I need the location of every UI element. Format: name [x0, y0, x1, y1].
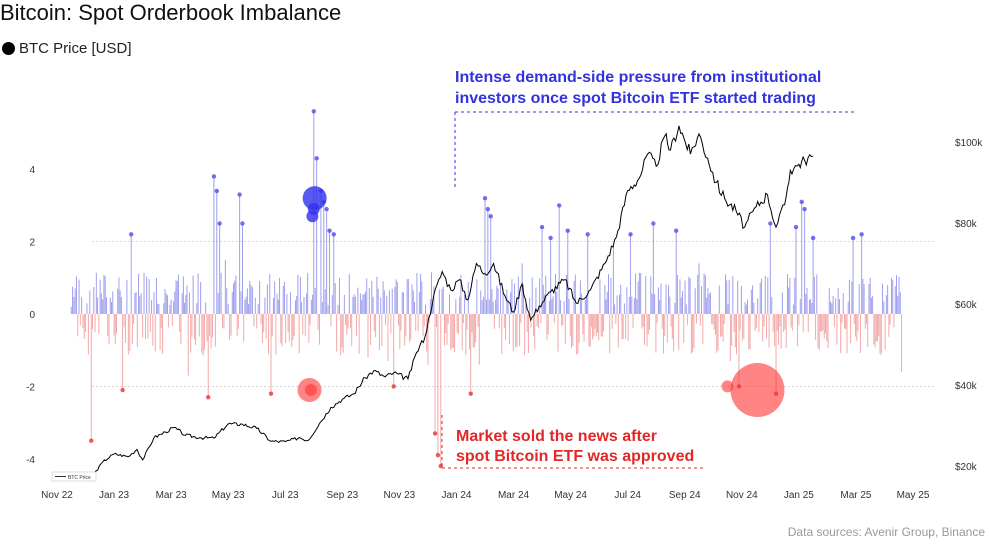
annotations: Intense demand-side pressure from instit… [51, 69, 855, 482]
legend: BTC Price [USD] [2, 40, 132, 57]
imbalance-tip-dot [435, 452, 441, 458]
imbalance-tip-dot [673, 228, 679, 233]
imbalance-tip-dot [850, 235, 856, 241]
x-axis-tick: Sep 24 [669, 490, 701, 501]
imbalance-tip-dot [482, 195, 488, 201]
imbalance-tip-dot [485, 206, 491, 212]
price-line [71, 125, 814, 479]
right-axis-tick: $100k [955, 138, 983, 149]
imbalance-tip-dot [327, 228, 332, 233]
imbalance-tip-dot [859, 232, 864, 237]
imbalance-tip-dot [211, 174, 217, 179]
x-axis-tick: Mar 24 [498, 490, 530, 501]
chart-title: Bitcoin: Spot Orderbook Imbalance [0, 0, 342, 25]
imbalance-tip-dot [468, 391, 473, 396]
imbalance-tip-dot [585, 232, 590, 237]
imbalance-tip-dot [214, 188, 219, 194]
left-axis-tick: 2 [29, 238, 35, 249]
imbalance-tip-dot [268, 391, 274, 396]
x-axis-tick: Nov 24 [726, 490, 758, 501]
x-axis-tick: Sep 23 [326, 490, 358, 501]
left-axis-tick: 4 [29, 165, 35, 176]
highlight-circle [721, 380, 734, 393]
imbalance-tip-dot [120, 387, 125, 393]
right-axis-tick: $80k [955, 219, 978, 230]
imbalance-tip-dot [548, 235, 553, 241]
mini-legend-label: BTC Price [68, 475, 91, 481]
annotation-top-line1: Intense demand-side pressure from instit… [455, 69, 821, 86]
axes: 4 2 0 -2 -4 $100k $80k $60k $40k $20k Nov 22 Jan 23… [26, 138, 983, 501]
imbalance-tip-dot [240, 221, 245, 226]
highlight-circle [730, 363, 785, 418]
right-axis-tick: $40k [955, 381, 978, 392]
imbalance-tip-dot [793, 224, 799, 230]
x-axis-tick: Nov 23 [384, 490, 416, 501]
imbalance-tip-dot [565, 228, 570, 233]
x-axis-tick: May 25 [897, 490, 930, 501]
imbalance-tip-dot [768, 221, 773, 226]
imbalance-tip-dot [324, 206, 329, 212]
imbalance-tip-dot [539, 224, 545, 230]
imbalance-tip-dot [217, 221, 222, 226]
highlight-circle [302, 186, 327, 211]
x-axis-tick: Jan 24 [441, 490, 471, 501]
gridlines [92, 241, 935, 387]
x-axis-tick: Nov 22 [41, 490, 73, 501]
highlight-circle [304, 384, 317, 397]
btc-price-line [71, 125, 814, 479]
annotation-top-line2: investors once spot Bitcoin ETF started … [455, 90, 816, 107]
data-source-note: Data sources: Avenir Group, Binance [787, 525, 985, 539]
legend-marker-icon [2, 42, 15, 55]
left-axis-tick: -2 [26, 382, 35, 393]
highlight-circle [306, 210, 319, 223]
imbalance-tip-dot [206, 395, 211, 400]
x-axis-tick: May 24 [554, 490, 587, 501]
imbalance-tip-dot [802, 206, 807, 212]
x-axis-tick: Jan 25 [784, 490, 814, 501]
imbalance-tip-dot [311, 109, 316, 114]
annotation-bottom-line2: spot Bitcoin ETF was approved [456, 448, 694, 465]
x-axis-tick: May 23 [212, 490, 245, 501]
annotation-bottom-line1: Market sold the news after [456, 428, 657, 445]
mini-legend-box [51, 471, 97, 482]
imbalance-tip-dot [391, 384, 396, 389]
imbalance-bars [70, 111, 903, 467]
left-axis-tick: 0 [29, 310, 35, 321]
x-axis-tick: Mar 25 [840, 490, 872, 501]
imbalance-tip-dot [314, 156, 319, 161]
imbalance-tip-dot [128, 232, 134, 237]
imbalance-markers [89, 109, 864, 469]
x-axis-tick: Jan 23 [99, 490, 129, 501]
x-axis-tick: Jul 23 [272, 490, 299, 501]
x-axis-tick: Jul 24 [614, 490, 641, 501]
legend-label: BTC Price [USD] [19, 40, 132, 57]
imbalance-tip-dot [331, 232, 336, 237]
right-axis-tick: $60k [955, 300, 978, 311]
x-axis-tick: Mar 23 [156, 490, 188, 501]
imbalance-tip-dot [237, 192, 242, 197]
imbalance-tip-dot [432, 431, 438, 436]
imbalance-tip-dot [488, 214, 493, 219]
right-axis-tick: $20k [955, 462, 978, 473]
imbalance-tip-dot [810, 235, 816, 241]
imbalance-tip-dot [89, 438, 94, 443]
imbalance-tip-dot [799, 199, 804, 204]
imbalance-tip-dot [556, 203, 562, 208]
imbalance-tip-dot [628, 232, 633, 237]
left-axis-tick: -4 [26, 455, 35, 466]
imbalance-tip-dot [651, 221, 656, 226]
